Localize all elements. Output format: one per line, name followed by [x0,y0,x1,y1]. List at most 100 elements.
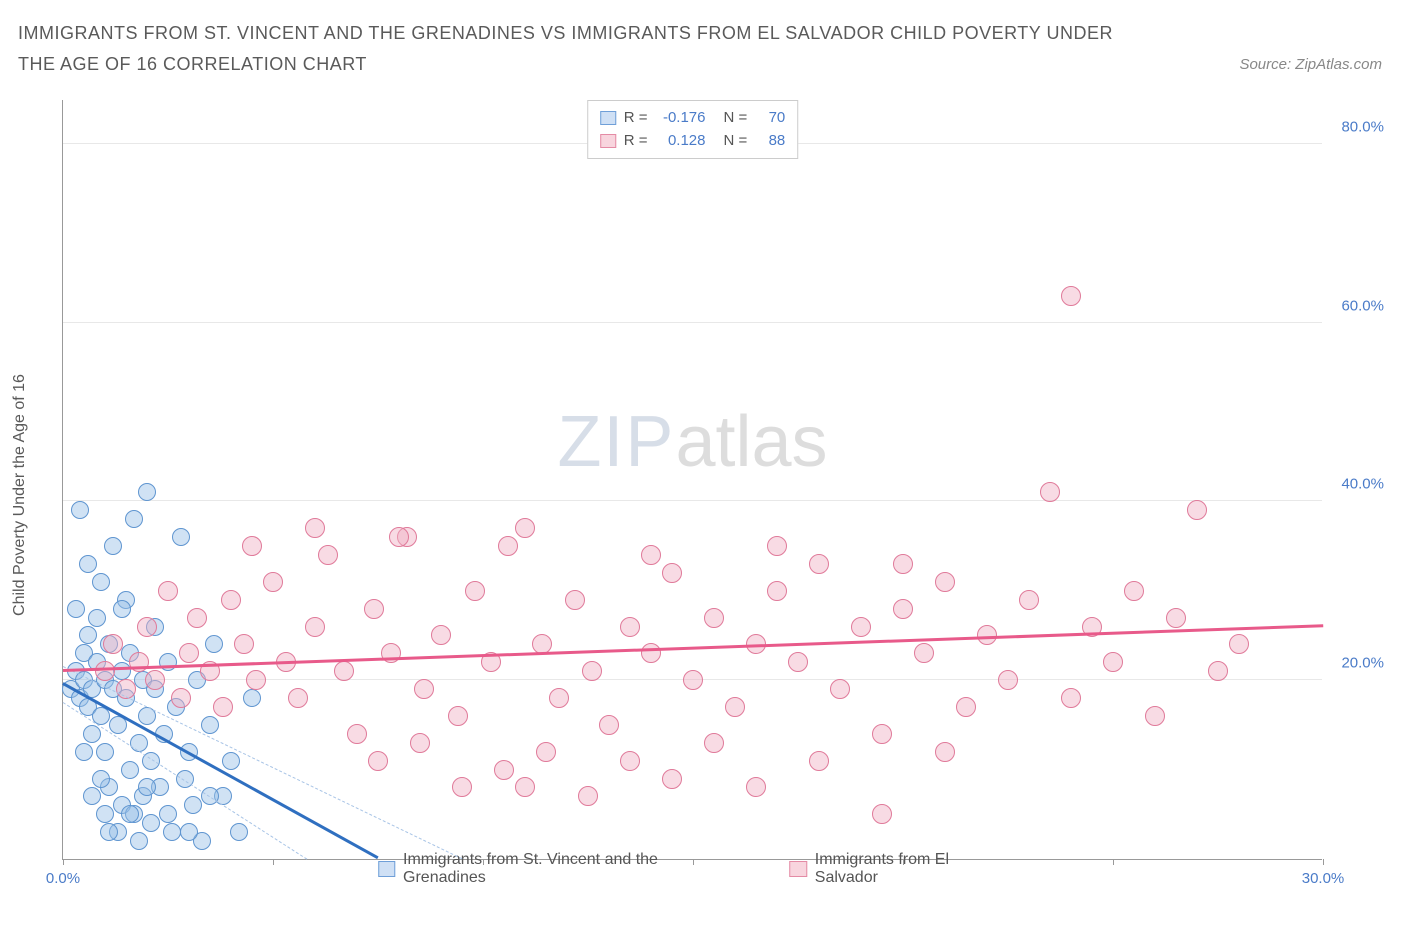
data-point [494,760,514,780]
data-point [129,652,149,672]
data-point [809,751,829,771]
data-point [746,777,766,797]
data-point [998,670,1018,690]
data-point [305,617,325,637]
data-point [221,590,241,610]
data-point [1061,688,1081,708]
data-point [222,752,240,770]
data-point [620,751,640,771]
watermark-zip: ZIP [557,402,675,482]
data-point [872,804,892,824]
legend-swatch [378,861,395,877]
data-point [288,688,308,708]
data-point [364,599,384,619]
data-point [515,777,535,797]
stats-row: R =0.128N =88 [600,130,786,153]
y-tick-label: 40.0% [1329,476,1384,493]
data-point [159,653,177,671]
data-point [145,670,165,690]
data-point [125,510,143,528]
data-point [83,725,101,743]
data-point [184,796,202,814]
x-tick-label: 30.0% [1302,870,1345,887]
data-point [79,626,97,644]
data-point [243,689,261,707]
data-point [767,536,787,556]
n-value: 88 [755,130,785,153]
x-tick [273,859,274,865]
data-point [809,554,829,574]
data-point [620,617,640,637]
data-point [234,634,254,654]
data-point [121,761,139,779]
data-point [1019,590,1039,610]
legend-swatch [600,111,616,125]
data-point [121,805,139,823]
data-point [67,600,85,618]
data-point [159,805,177,823]
plot-area: ZIPatlas R =-0.176N =70R =0.128N =88 Imm… [62,100,1322,860]
r-value: -0.176 [656,107,706,130]
data-point [725,697,745,717]
data-point [956,697,976,717]
n-label: N = [724,130,748,153]
data-point [851,617,871,637]
chart-container: Child Poverty Under the Age of 16 ZIPatl… [50,100,1390,890]
data-point [381,643,401,663]
data-point [549,688,569,708]
data-point [893,554,913,574]
data-point [410,733,430,753]
chart-title-area: IMMIGRANTS FROM ST. VINCENT AND THE GREN… [18,18,1118,79]
data-point [830,679,850,699]
data-point [662,563,682,583]
data-point [1040,482,1060,502]
data-point [187,608,207,628]
data-point [172,528,190,546]
data-point [103,634,123,654]
data-point [104,537,122,555]
data-point [498,536,518,556]
watermark: ZIPatlas [557,401,827,483]
data-point [179,643,199,663]
data-point [662,769,682,789]
data-point [138,778,156,796]
data-point [213,697,233,717]
data-point [92,770,110,788]
data-point [1229,634,1249,654]
data-point [368,751,388,771]
data-point [448,706,468,726]
data-point [75,743,93,761]
data-point [431,625,451,645]
data-point [599,715,619,735]
r-label: R = [624,107,648,130]
y-axis-label: Child Poverty Under the Age of 16 [11,374,29,616]
data-point [414,679,434,699]
gridline [63,322,1322,323]
data-point [347,724,367,744]
data-point [130,734,148,752]
data-point [171,688,191,708]
legend-swatch [790,861,807,877]
x-tick [63,859,64,865]
y-tick-label: 60.0% [1329,297,1384,314]
data-point [872,724,892,744]
data-point [704,733,724,753]
data-point [935,742,955,762]
data-point [180,823,198,841]
data-point [1145,706,1165,726]
correlation-stats-box: R =-0.176N =70R =0.128N =88 [587,100,799,159]
data-point [914,643,934,663]
legend-label: Immigrants from El Salvador [815,851,1007,887]
r-label: R = [624,130,648,153]
data-point [1208,661,1228,681]
data-point [79,555,97,573]
x-tick [1323,859,1324,865]
data-point [935,572,955,592]
data-point [582,661,602,681]
data-point [163,823,181,841]
data-point [100,823,118,841]
data-point [263,572,283,592]
data-point [130,832,148,850]
data-point [1124,581,1144,601]
y-tick-label: 20.0% [1329,655,1384,672]
